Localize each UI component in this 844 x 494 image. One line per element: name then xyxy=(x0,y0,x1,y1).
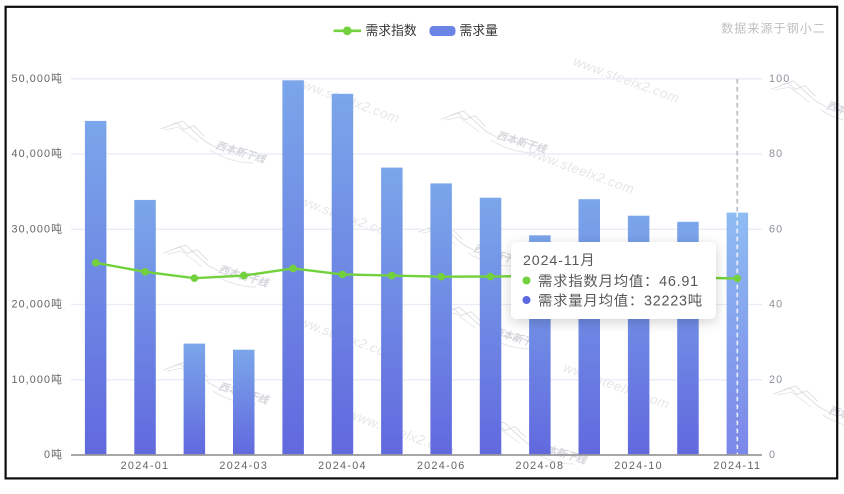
svg-text:2024-11月: 2024-11月 xyxy=(523,253,595,269)
svg-text:80: 80 xyxy=(769,148,783,160)
svg-text:20: 20 xyxy=(769,374,783,386)
svg-text:20,000吨: 20,000吨 xyxy=(11,298,63,311)
svg-text:10,000吨: 10,000吨 xyxy=(11,373,63,386)
svg-text:2024-01: 2024-01 xyxy=(121,460,170,472)
svg-text:0: 0 xyxy=(769,449,776,461)
svg-text:数据来源于钢小二: 数据来源于钢小二 xyxy=(721,21,826,36)
svg-text:100: 100 xyxy=(769,73,790,85)
svg-text:2024-06: 2024-06 xyxy=(417,460,466,472)
svg-text:2024-08: 2024-08 xyxy=(516,460,565,472)
svg-text:40: 40 xyxy=(769,299,783,311)
svg-text:需求指数月均值：46.91: 需求指数月均值：46.91 xyxy=(538,273,699,290)
svg-text:2024-03: 2024-03 xyxy=(219,460,268,472)
svg-text:2024-11: 2024-11 xyxy=(713,460,761,472)
svg-text:40,000吨: 40,000吨 xyxy=(11,147,63,160)
svg-text:2024-04: 2024-04 xyxy=(318,460,367,472)
svg-text:2024-10: 2024-10 xyxy=(614,460,663,472)
svg-text:需求量月均值：32223吨: 需求量月均值：32223吨 xyxy=(538,293,703,310)
svg-text:60: 60 xyxy=(769,223,783,235)
svg-text:0吨: 0吨 xyxy=(44,448,63,461)
svg-text:需求指数: 需求指数 xyxy=(366,23,417,38)
svg-text:需求量: 需求量 xyxy=(460,23,499,38)
svg-text:30,000吨: 30,000吨 xyxy=(11,222,63,235)
svg-text:50,000吨: 50,000吨 xyxy=(11,72,63,85)
